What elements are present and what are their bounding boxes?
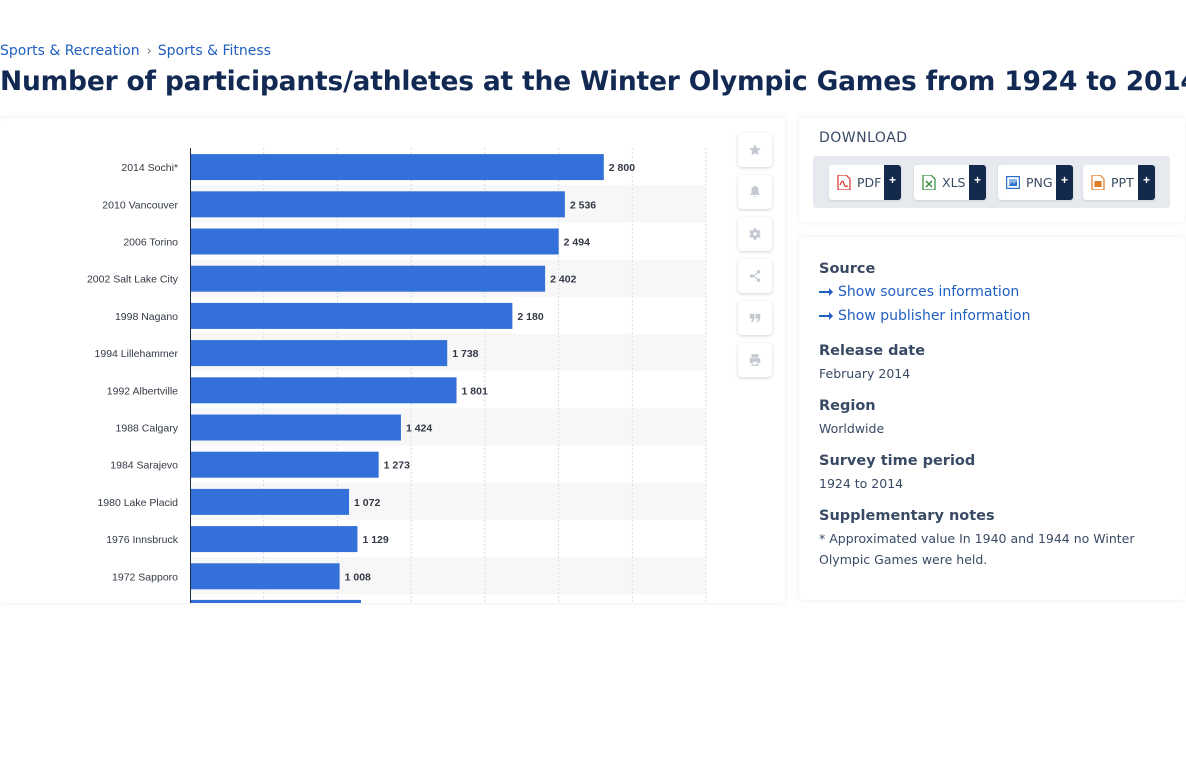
category-label: 1984 Sarajevo <box>110 460 178 472</box>
download-ppt-button[interactable]: PPT + <box>1083 165 1155 200</box>
print-icon <box>749 354 761 366</box>
data-label: 1 129 <box>362 534 388 546</box>
data-label: 2 180 <box>517 311 543 323</box>
data-label: 1 801 <box>462 385 488 397</box>
download-xls-button[interactable]: XLS + <box>914 165 986 200</box>
category-label: 1992 Albertville <box>107 385 178 397</box>
bar[interactable] <box>191 526 358 553</box>
category-label: 1972 Sapporo <box>112 571 178 583</box>
category-label: 1994 Lillehammer <box>95 348 179 360</box>
ppt-file-icon <box>1091 175 1105 190</box>
print-button[interactable] <box>738 343 772 377</box>
arrow-right-icon <box>819 288 833 296</box>
data-label: 1 738 <box>452 348 478 360</box>
download-title: DOWNLOAD <box>819 130 908 146</box>
bar-partial <box>191 599 361 603</box>
breadcrumb: Sports & Recreation › Sports & Fitness <box>0 43 271 59</box>
data-label: 2 536 <box>570 199 596 211</box>
download-png-label: PNG <box>1026 175 1053 190</box>
bar[interactable] <box>191 563 340 590</box>
page-title: Number of participants/athletes at the W… <box>0 66 1186 97</box>
bar[interactable] <box>191 340 448 367</box>
category-label: 2006 Torino <box>123 237 178 249</box>
download-png-button[interactable]: PNG + <box>998 165 1073 200</box>
survey-period-value: 1924 to 2014 <box>819 476 904 491</box>
download-xls-label: XLS <box>942 175 966 190</box>
data-label: 2 402 <box>550 274 576 286</box>
bar[interactable] <box>191 488 350 515</box>
category-label: 1980 Lake Placid <box>97 497 178 509</box>
download-pdf-plus[interactable]: + <box>884 165 901 200</box>
bar[interactable] <box>191 302 513 329</box>
data-label: 2 494 <box>564 237 590 249</box>
share-button[interactable] <box>738 259 772 293</box>
share-icon <box>749 270 761 282</box>
bar[interactable] <box>191 154 604 181</box>
download-ppt-label: PPT <box>1111 175 1134 190</box>
data-label: 2 800 <box>609 162 635 174</box>
category-label: 1976 Innsbruck <box>106 534 179 546</box>
settings-button[interactable] <box>738 217 772 251</box>
download-xls-plus[interactable]: + <box>969 165 986 200</box>
supplementary-notes-heading: Supplementary notes <box>819 508 995 524</box>
favorite-button[interactable] <box>738 133 772 167</box>
download-buttons: PDF + XLS + PNG + PPT + <box>813 156 1170 208</box>
data-label: 1 008 <box>345 571 371 583</box>
show-sources-link[interactable]: Show sources information <box>819 284 1019 300</box>
breadcrumb-separator: › <box>146 43 152 59</box>
quote-icon <box>749 313 761 323</box>
bar[interactable] <box>191 451 379 478</box>
statistic-info-card: Source Show sources information Show pub… <box>799 237 1185 600</box>
show-publisher-link[interactable]: Show publisher information <box>819 308 1030 324</box>
bar-chart: 2014 Sochi* 2 800 2010 Vancouver 2 536 2006 … <box>87 148 707 603</box>
release-date-heading: Release date <box>819 343 926 359</box>
bar[interactable] <box>191 265 546 292</box>
data-label: 1 424 <box>406 423 432 435</box>
breadcrumb-link-sports-fitness[interactable]: Sports & Fitness <box>157 43 271 59</box>
show-sources-label: Show sources information <box>838 284 1020 300</box>
bar[interactable] <box>191 191 565 218</box>
download-card: DOWNLOAD PDF + XLS + PNG + PPT + <box>799 118 1185 222</box>
chart-toolbar <box>738 133 772 385</box>
region-value: Worldwide <box>819 421 885 436</box>
release-date-value: February 2014 <box>819 366 911 381</box>
region-heading: Region <box>819 398 876 414</box>
data-label: 1 273 <box>384 460 410 472</box>
download-pdf-button[interactable]: PDF + <box>829 165 901 200</box>
pdf-file-icon <box>837 175 851 190</box>
chart-card: 2014 Sochi* 2 800 2010 Vancouver 2 536 2006 … <box>0 118 785 603</box>
png-file-icon <box>1006 176 1020 190</box>
category-label: 1988 Calgary <box>116 423 179 435</box>
download-png-plus[interactable]: + <box>1056 165 1073 200</box>
breadcrumb-link-sports-recreation[interactable]: Sports & Recreation <box>0 43 140 59</box>
arrow-right-icon <box>819 312 833 320</box>
download-pdf-label: PDF <box>857 175 882 190</box>
bar[interactable] <box>191 228 559 255</box>
category-label: 1998 Nagano <box>115 311 178 323</box>
bar[interactable] <box>191 377 457 404</box>
category-label: 2002 Salt Lake City <box>87 274 179 286</box>
star-icon <box>749 144 761 156</box>
category-label: 2010 Vancouver <box>102 199 178 211</box>
survey-period-heading: Survey time period <box>819 453 976 469</box>
cite-button[interactable] <box>738 301 772 335</box>
xls-file-icon <box>922 175 936 190</box>
bell-icon <box>750 186 760 198</box>
gear-icon <box>749 228 761 240</box>
download-ppt-plus[interactable]: + <box>1138 165 1155 200</box>
source-heading: Source <box>819 261 876 277</box>
data-label: 1 072 <box>354 497 380 509</box>
supplementary-notes-value: * Approximated value In 1940 and 1944 no… <box>819 531 1135 567</box>
bar[interactable] <box>191 414 401 441</box>
show-publisher-label: Show publisher information <box>838 308 1031 324</box>
category-label: 2014 Sochi* <box>121 162 178 174</box>
notification-button[interactable] <box>738 175 772 209</box>
